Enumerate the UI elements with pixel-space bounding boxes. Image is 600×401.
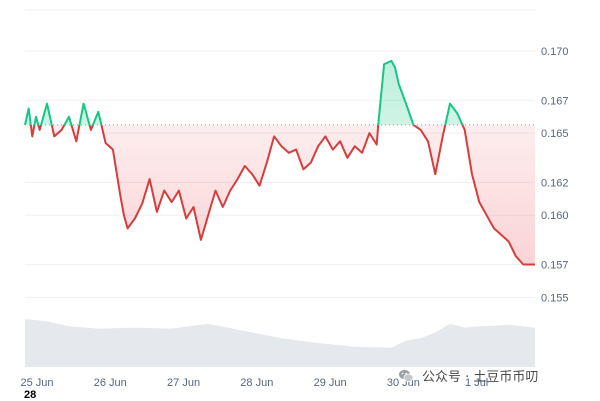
watermark-text: 公众号 · 土豆币币叨 — [422, 370, 539, 385]
footer-label: 28 — [24, 389, 37, 401]
volume-area — [25, 319, 535, 367]
y-axis-ticks: 0.170 0.167 0.165 0.162 0.160 0.157 0.155 — [541, 46, 569, 304]
y-tick-label: 0.157 — [541, 259, 569, 271]
x-axis-ticks: 25 Jun 26 Jun 27 Jun 28 Jun 29 Jun 30 Jun 1 Ju… — [20, 377, 488, 389]
wechat-icon — [399, 369, 414, 382]
y-tick-label: 0.160 — [541, 210, 569, 222]
price-line-above — [24, 59, 464, 125]
x-tick-label: 29 Jun — [314, 377, 347, 389]
y-tick-label: 0.162 — [541, 177, 569, 189]
x-tick-label: 26 Jun — [94, 377, 127, 389]
y-tick-label: 0.167 — [541, 95, 569, 107]
watermark: 公众号 · 土豆币币叨 — [398, 366, 538, 385]
x-tick-label: 1 Jul — [465, 377, 488, 389]
above-baseline-fill — [25, 60, 535, 125]
y-tick-label: 0.165 — [541, 128, 569, 140]
below-baseline-fill — [30, 124, 535, 265]
price-line — [24, 59, 535, 266]
grid — [25, 9, 535, 364]
y-tick-label: 0.155 — [541, 292, 569, 304]
volume-shape — [25, 319, 535, 367]
price-fill — [25, 60, 535, 265]
price-line-below — [25, 124, 535, 266]
x-tick-label: 25 Jun — [20, 377, 53, 389]
y-tick-label: 0.170 — [541, 46, 569, 58]
x-tick-label: 27 Jun — [167, 377, 200, 389]
x-tick-label: 28 Jun — [240, 377, 273, 389]
